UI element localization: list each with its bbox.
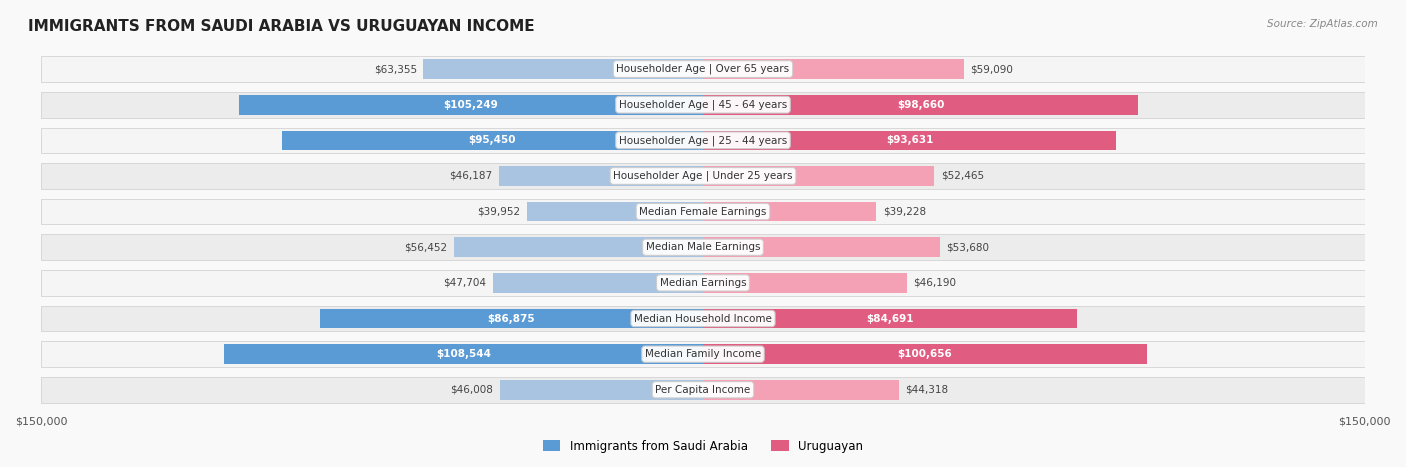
Bar xyxy=(703,380,898,400)
Text: Median Male Earnings: Median Male Earnings xyxy=(645,242,761,252)
Legend: Immigrants from Saudi Arabia, Uruguayan: Immigrants from Saudi Arabia, Uruguayan xyxy=(543,439,863,453)
Text: $47,704: $47,704 xyxy=(443,278,486,288)
Text: IMMIGRANTS FROM SAUDI ARABIA VS URUGUAYAN INCOME: IMMIGRANTS FROM SAUDI ARABIA VS URUGUAYA… xyxy=(28,19,534,34)
Text: $46,187: $46,187 xyxy=(450,171,492,181)
Text: Median Earnings: Median Earnings xyxy=(659,278,747,288)
Bar xyxy=(492,273,703,293)
Text: $59,090: $59,090 xyxy=(970,64,1014,74)
Text: Householder Age | Under 25 years: Householder Age | Under 25 years xyxy=(613,171,793,181)
Text: Householder Age | Over 65 years: Householder Age | Over 65 years xyxy=(616,64,790,74)
Bar xyxy=(499,166,703,186)
Bar xyxy=(703,237,939,257)
Text: $95,450: $95,450 xyxy=(468,135,516,145)
Text: $98,660: $98,660 xyxy=(897,99,945,110)
Text: Median Family Income: Median Family Income xyxy=(645,349,761,359)
Bar xyxy=(703,95,1139,114)
Bar xyxy=(423,59,703,79)
FancyBboxPatch shape xyxy=(41,92,1365,118)
Bar xyxy=(454,237,703,257)
FancyBboxPatch shape xyxy=(41,377,1365,403)
Bar xyxy=(703,344,1147,364)
Bar xyxy=(703,202,876,221)
FancyBboxPatch shape xyxy=(41,270,1365,296)
Text: $86,875: $86,875 xyxy=(488,313,536,324)
FancyBboxPatch shape xyxy=(41,199,1365,225)
FancyBboxPatch shape xyxy=(41,341,1365,367)
Text: $93,631: $93,631 xyxy=(886,135,934,145)
Text: Householder Age | 45 - 64 years: Householder Age | 45 - 64 years xyxy=(619,99,787,110)
Text: $105,249: $105,249 xyxy=(443,99,498,110)
Bar xyxy=(703,59,963,79)
FancyBboxPatch shape xyxy=(41,127,1365,153)
FancyBboxPatch shape xyxy=(41,163,1365,189)
Text: Per Capita Income: Per Capita Income xyxy=(655,385,751,395)
Bar xyxy=(239,95,703,114)
Text: $39,228: $39,228 xyxy=(883,206,925,217)
Bar xyxy=(319,309,703,328)
Text: Median Household Income: Median Household Income xyxy=(634,313,772,324)
Text: $46,008: $46,008 xyxy=(450,385,494,395)
Text: $53,680: $53,680 xyxy=(946,242,990,252)
Text: $63,355: $63,355 xyxy=(374,64,418,74)
Text: Source: ZipAtlas.com: Source: ZipAtlas.com xyxy=(1267,19,1378,28)
Bar xyxy=(703,131,1116,150)
Bar xyxy=(283,131,703,150)
Text: $108,544: $108,544 xyxy=(436,349,491,359)
FancyBboxPatch shape xyxy=(41,234,1365,260)
Text: $46,190: $46,190 xyxy=(914,278,956,288)
Text: $52,465: $52,465 xyxy=(941,171,984,181)
Text: $100,656: $100,656 xyxy=(897,349,952,359)
Text: Median Female Earnings: Median Female Earnings xyxy=(640,206,766,217)
Bar xyxy=(703,309,1077,328)
Bar xyxy=(703,273,907,293)
Text: $56,452: $56,452 xyxy=(404,242,447,252)
Bar xyxy=(224,344,703,364)
Text: $44,318: $44,318 xyxy=(905,385,948,395)
Text: Householder Age | 25 - 44 years: Householder Age | 25 - 44 years xyxy=(619,135,787,146)
Text: $39,952: $39,952 xyxy=(477,206,520,217)
Bar xyxy=(527,202,703,221)
Bar xyxy=(501,380,703,400)
Bar xyxy=(703,166,935,186)
FancyBboxPatch shape xyxy=(41,306,1365,331)
Text: $84,691: $84,691 xyxy=(866,313,914,324)
FancyBboxPatch shape xyxy=(41,56,1365,82)
